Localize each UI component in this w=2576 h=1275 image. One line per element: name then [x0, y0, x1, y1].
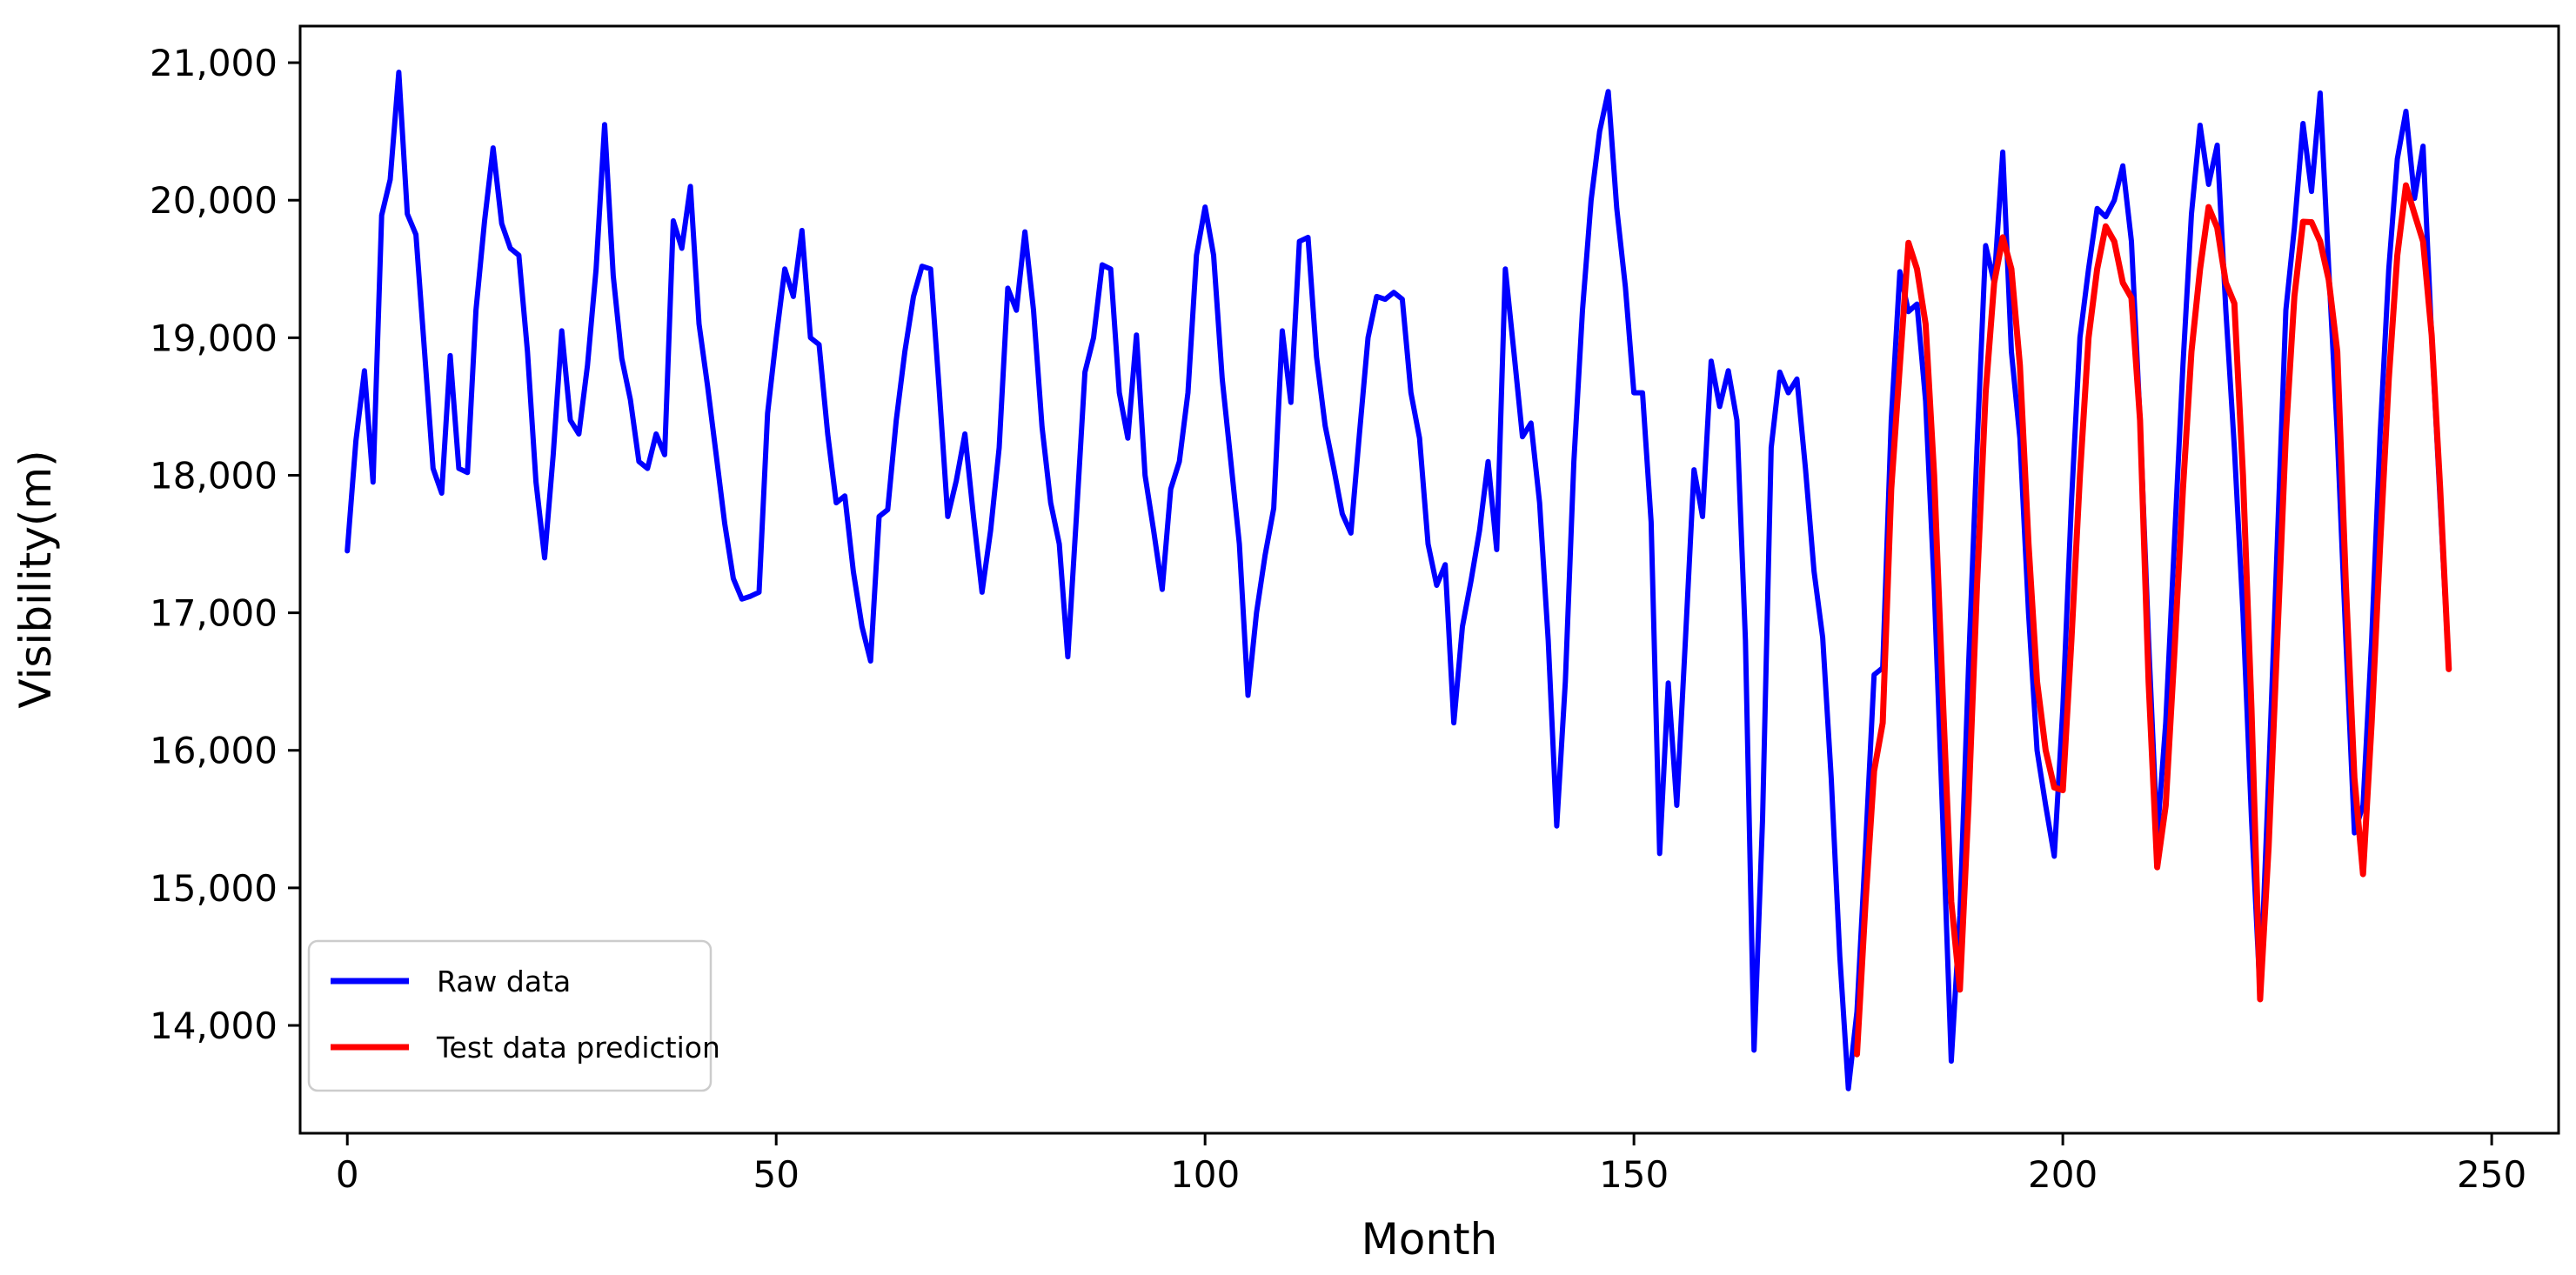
y-axis-title: Visibility(m) [10, 450, 61, 708]
y-tick-label: 20,000 [150, 179, 278, 222]
y-tick-label: 15,000 [150, 867, 278, 910]
y-tick-label: 14,000 [150, 1005, 278, 1047]
y-tick-label: 19,000 [150, 317, 278, 359]
x-tick-label: 0 [336, 1153, 359, 1196]
legend: Raw data Test data prediction [307, 939, 720, 1092]
x-tick-label: 150 [1599, 1153, 1669, 1196]
x-axis-title: Month [1362, 1214, 1498, 1265]
prediction-line [1854, 182, 2452, 1058]
raw-data-legend-label: Raw data [437, 965, 571, 998]
y-tick-label: 18,000 [150, 454, 278, 497]
y-tick-label: 21,000 [150, 42, 278, 84]
series-group [345, 70, 2452, 1091]
x-tick-label: 100 [1170, 1153, 1240, 1196]
y-tick-label: 16,000 [150, 730, 278, 772]
x-axis-ticks: 0 50 100 150 200 250 [336, 1133, 2526, 1196]
raw-data-line [345, 70, 2452, 1091]
plot-border [298, 24, 2560, 1135]
x-tick-label: 50 [753, 1153, 799, 1196]
x-tick-label: 200 [2028, 1153, 2098, 1196]
legend-box [307, 939, 713, 1092]
x-tick-label: 250 [2457, 1153, 2526, 1196]
y-tick-label: 17,000 [150, 592, 278, 635]
prediction-legend-label: Test data prediction [436, 1031, 720, 1065]
y-axis-ticks: 14,000 15,000 16,000 17,000 18,000 19,000 20,0… [150, 42, 300, 1047]
